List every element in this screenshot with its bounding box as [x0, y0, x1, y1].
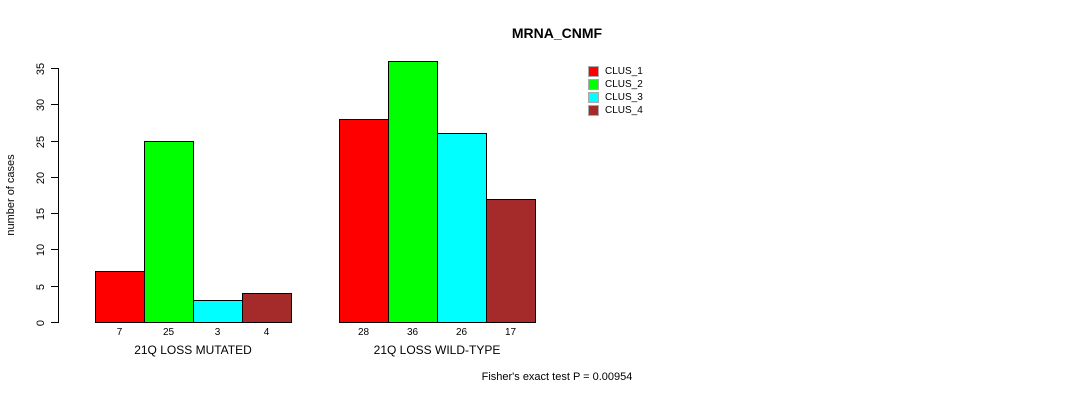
- bar-clus_3-group1: [193, 300, 243, 323]
- y-axis-line: [58, 68, 59, 323]
- legend-item: CLUS_4: [588, 104, 643, 117]
- y-tick-mark: [51, 213, 58, 214]
- y-tick-label: 10: [35, 243, 47, 256]
- bar-value-label: 17: [504, 327, 517, 338]
- bar-value-label: 7: [116, 327, 123, 338]
- y-tick-label: 5: [35, 283, 47, 290]
- legend-label: CLUS_4: [605, 105, 643, 116]
- legend-color-swatch: [588, 92, 599, 103]
- bar-value-label: 3: [214, 327, 221, 338]
- legend-color-swatch: [588, 66, 599, 77]
- y-axis-label: number of cases: [5, 154, 17, 236]
- y-tick-mark: [51, 104, 58, 105]
- category-label: 21Q LOSS WILD-TYPE: [373, 343, 501, 357]
- y-tick-label: 30: [35, 98, 47, 111]
- bar-clus_4-group2: [486, 199, 536, 323]
- category-label: 21Q LOSS MUTATED: [134, 343, 252, 357]
- legend-item: CLUS_3: [588, 91, 643, 104]
- bar-value-label: 36: [406, 327, 419, 338]
- legend-label: CLUS_3: [605, 92, 643, 103]
- bar-value-label: 4: [263, 327, 270, 338]
- y-tick-mark: [51, 286, 58, 287]
- y-tick-mark: [51, 177, 58, 178]
- y-tick-label: 15: [35, 207, 47, 220]
- legend-color-swatch: [588, 105, 599, 116]
- bar-value-label: 25: [162, 327, 175, 338]
- legend-color-swatch: [588, 79, 599, 90]
- legend: CLUS_1 CLUS_2 CLUS_3 CLUS_4: [588, 65, 643, 117]
- chart-title: MRNA_CNMF: [511, 25, 603, 41]
- bar-clus_2-group1: [144, 141, 194, 323]
- bar-clus_3-group2: [437, 133, 487, 323]
- legend-item: CLUS_1: [588, 65, 643, 78]
- bar-clus_2-group2: [388, 61, 438, 323]
- y-tick-mark: [51, 68, 58, 69]
- legend-item: CLUS_2: [588, 78, 643, 91]
- legend-label: CLUS_2: [605, 79, 643, 90]
- y-tick-label: 20: [35, 171, 47, 184]
- bar-clus_1-group1: [95, 271, 145, 323]
- bar-value-label: 28: [357, 327, 370, 338]
- y-tick-mark: [51, 249, 58, 250]
- annotation-text: Fisher's exact test P = 0.00954: [481, 371, 633, 383]
- y-tick-mark: [51, 322, 58, 323]
- bar-clus_4-group1: [242, 293, 292, 323]
- y-tick-label: 35: [35, 62, 47, 75]
- y-tick-mark: [51, 141, 58, 142]
- bar-value-label: 26: [455, 327, 468, 338]
- y-tick-label: 0: [35, 319, 47, 326]
- legend-label: CLUS_1: [605, 66, 643, 77]
- bar-clus_1-group2: [339, 119, 389, 323]
- y-tick-label: 25: [35, 135, 47, 148]
